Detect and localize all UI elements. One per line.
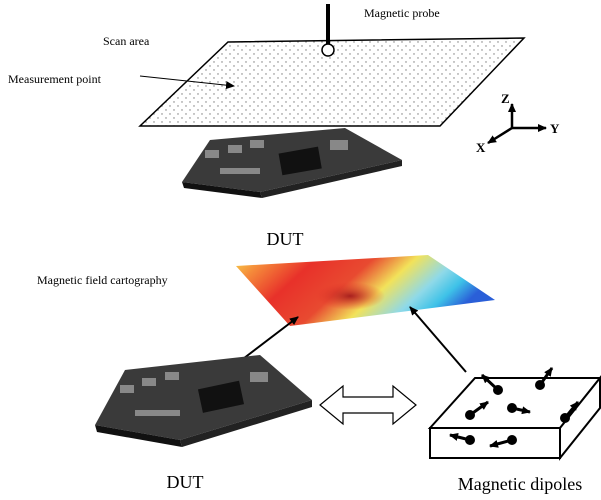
dipole-box [427, 375, 601, 461]
probe-tip [321, 43, 335, 57]
axis-y: Y [550, 121, 560, 136]
axis-x: X [476, 140, 486, 155]
dut-top-label: DUT [267, 229, 304, 249]
axes [487, 103, 547, 145]
scan-area [138, 37, 526, 127]
cartography-label: Magnetic field cartography [37, 273, 168, 287]
scan-area-label: Scan area [103, 34, 150, 48]
axis-z: Z [501, 91, 510, 106]
measurement-point-label: Measurement point [8, 72, 102, 86]
equivalence-arrow [319, 384, 417, 426]
heatmap-hotspot [315, 282, 385, 310]
dipole-heads [465, 380, 570, 445]
pcb-top [182, 128, 402, 198]
probe-label: Magnetic probe [364, 6, 440, 20]
dut-bottom-label: DUT [167, 472, 204, 492]
arrow-dipoles [409, 306, 467, 373]
measurement-arrow [139, 75, 235, 90]
pcb-bottom [95, 355, 312, 447]
dipoles-label: Magnetic dipoles [458, 474, 582, 494]
